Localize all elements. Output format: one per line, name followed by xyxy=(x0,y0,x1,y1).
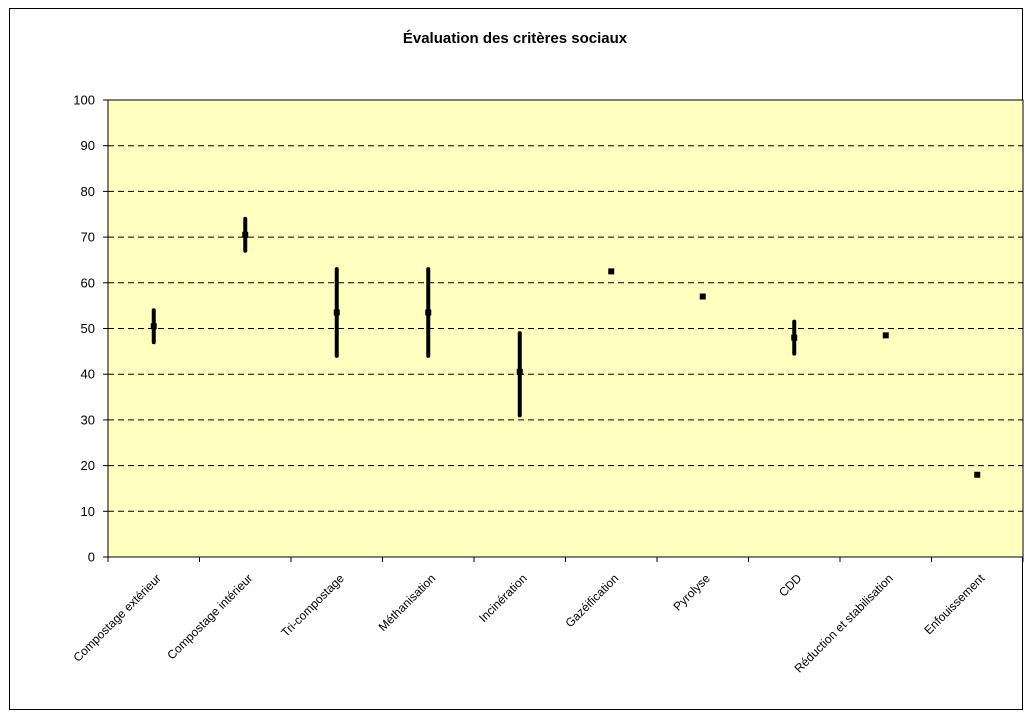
y-tick-label-30: 30 xyxy=(81,412,95,427)
x-tick-label-9: Enfouissement xyxy=(921,571,987,637)
plot-background xyxy=(108,100,1023,557)
y-tick-label-40: 40 xyxy=(81,367,95,382)
x-tick-label-3: Méthanisation xyxy=(376,571,439,634)
x-tick-label-4: Incinération xyxy=(476,571,530,625)
data-point-8 xyxy=(882,332,889,339)
data-point-0 xyxy=(150,323,157,330)
plot-area xyxy=(108,100,1023,557)
data-point-5 xyxy=(608,268,615,275)
chart-title: Évaluation des critères sociaux xyxy=(402,30,628,47)
data-point-6 xyxy=(699,293,706,300)
y-tick-label-80: 80 xyxy=(81,184,95,199)
x-tick-label-5: Gazéification xyxy=(562,571,621,630)
data-marks xyxy=(150,216,981,478)
x-tick-label-1: Compostage intérieur xyxy=(164,571,255,662)
x-tick-label-7: CDD xyxy=(776,571,805,600)
x-axis-ticks: Compostage extérieur Compostage intérieur… xyxy=(70,557,1024,675)
data-point-4 xyxy=(516,368,523,375)
y-tick-label-100: 100 xyxy=(73,93,95,108)
y-tick-label-60: 60 xyxy=(81,275,95,290)
x-tick-label-2: Tri-compostage xyxy=(278,571,347,640)
y-tick-label-10: 10 xyxy=(81,504,95,519)
data-point-7 xyxy=(791,334,798,341)
y-tick-label-50: 50 xyxy=(81,321,95,336)
data-point-2 xyxy=(333,309,340,316)
x-tick-label-6: Pyrolyse xyxy=(670,571,713,614)
data-point-9 xyxy=(974,471,981,478)
y-tick-label-70: 70 xyxy=(81,230,95,245)
y-tick-label-20: 20 xyxy=(81,458,95,473)
data-point-1 xyxy=(242,231,249,238)
y-tick-label-0: 0 xyxy=(88,550,95,565)
x-tick-label-0: Compostage extérieur xyxy=(70,571,163,664)
data-point-3 xyxy=(425,309,432,316)
x-tick-label-8: Réduction et stabilisation xyxy=(792,571,896,675)
gridlines xyxy=(108,145,1023,512)
y-axis-ticks: 0 10 20 30 40 50 60 70 80 90 100 xyxy=(73,93,108,565)
y-tick-label-90: 90 xyxy=(81,138,95,153)
